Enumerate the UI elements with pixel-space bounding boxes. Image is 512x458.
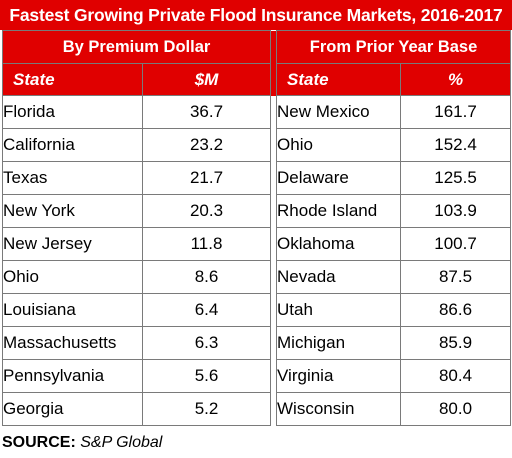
table-row: New Jersey 11.8 Oklahoma 100.7 [2,227,512,261]
left-state-cell: New York [2,194,143,228]
group-header-growth: From Prior Year Base [276,30,512,64]
table-row: Ohio 8.6 Nevada 87.5 [2,260,512,294]
left-value-cell: 5.6 [141,359,272,393]
left-state-cell: Georgia [2,392,143,426]
right-state-cell: Nevada [276,260,402,294]
right-value-cell: 80.0 [400,392,512,426]
right-state-cell: Virginia [276,359,402,393]
left-state-cell: Pennsylvania [2,359,143,393]
table-row: Massachusetts 6.3 Michigan 85.9 [2,326,512,360]
group-header-premium: By Premium Dollar [1,30,272,64]
left-value-cell: 21.7 [141,161,272,195]
table-row: Texas 21.7 Delaware 125.5 [2,161,512,195]
right-value-cell: 161.7 [400,95,512,129]
left-state-cell: Ohio [2,260,143,294]
right-value-cell: 85.9 [400,326,512,360]
left-value-cell: 6.4 [141,293,272,327]
right-state-cell: Michigan [276,326,402,360]
right-value-cell: 80.4 [400,359,512,393]
left-state-cell: Louisiana [2,293,143,327]
left-value-cell: 36.7 [141,95,272,129]
right-state-cell: Utah [276,293,402,327]
source-note: SOURCE: S&P Global [2,430,510,456]
source-label: SOURCE: [2,434,76,451]
table-row: Pennsylvania 5.6 Virginia 80.4 [2,359,512,393]
right-value-cell: 103.9 [400,194,512,228]
left-value-cell: 5.2 [141,392,272,426]
col-header-percent: % [400,63,512,96]
left-state-cell: Texas [2,161,143,195]
left-value-cell: 6.3 [141,326,272,360]
right-value-cell: 152.4 [400,128,512,162]
right-state-cell: Rhode Island [276,194,402,228]
left-value-cell: 23.2 [141,128,272,162]
left-state-cell: California [2,128,143,162]
col-header-state-left: State [2,63,143,96]
right-value-cell: 86.6 [400,293,512,327]
source-value: S&P Global [80,434,163,451]
left-value-cell: 8.6 [141,260,272,294]
markets-table: By Premium Dollar From Prior Year Base S… [1,30,512,426]
right-state-cell: Wisconsin [276,392,402,426]
col-header-dollars: $M [141,63,272,96]
left-value-cell: 20.3 [141,194,272,228]
table-row: New York 20.3 Rhode Island 103.9 [2,194,512,228]
col-header-state-right: State [276,63,402,96]
table-row: Florida 36.7 New Mexico 161.7 [2,95,512,129]
table-title: Fastest Growing Private Flood Insurance … [0,0,512,30]
left-value-cell: 11.8 [141,227,272,261]
right-state-cell: Ohio [276,128,402,162]
right-state-cell: Delaware [276,161,402,195]
right-value-cell: 125.5 [400,161,512,195]
left-state-cell: New Jersey [2,227,143,261]
table-row: Louisiana 6.4 Utah 86.6 [2,293,512,327]
right-value-cell: 100.7 [400,227,512,261]
right-state-cell: Oklahoma [276,227,402,261]
table-row: California 23.2 Ohio 152.4 [2,128,512,162]
left-state-cell: Massachusetts [2,326,143,360]
right-state-cell: New Mexico [276,95,402,129]
right-value-cell: 87.5 [400,260,512,294]
left-state-cell: Florida [2,95,143,129]
table-row: Georgia 5.2 Wisconsin 80.0 [2,392,512,426]
